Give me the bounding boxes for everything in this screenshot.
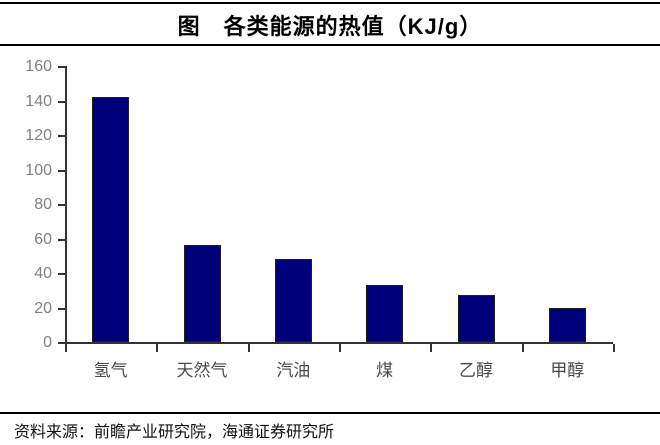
x-axis-tick — [613, 344, 615, 352]
y-axis-tick-label: 100 — [25, 161, 52, 179]
y-axis-tick — [58, 342, 65, 344]
bar-chart: 0 20 40 60 80 100 120 140 160 氢气 天然气 汽油 煤 乙醇 甲醇 — [0, 50, 660, 390]
y-axis-tick-label: 0 — [43, 334, 52, 351]
x-axis-tick — [156, 344, 159, 352]
y-axis-tick-label: 140 — [25, 92, 52, 110]
x-axis-tick — [247, 344, 250, 352]
bar-氢气 — [92, 97, 130, 342]
y-axis-tick — [58, 204, 65, 206]
x-axis-tick — [65, 344, 67, 352]
x-axis-category-label: 汽油 — [276, 361, 311, 380]
y-axis-tick-label: 20 — [34, 299, 52, 317]
title-divider — [0, 44, 660, 46]
y-axis-tick — [58, 307, 65, 310]
x-axis-category-label: 煤 — [376, 361, 394, 380]
x-axis-tick — [430, 344, 433, 352]
y-axis-tick — [58, 135, 65, 137]
y-axis-line — [65, 66, 67, 344]
y-axis-tick — [58, 169, 65, 172]
y-axis-tick-label: 120 — [25, 127, 52, 144]
y-axis-tick-label: 60 — [34, 230, 52, 248]
source-note: 资料来源：前瞻产业研究院，海通证券研究所 — [14, 424, 335, 441]
bar-煤 — [366, 285, 404, 342]
y-axis-tick — [58, 100, 65, 103]
footer-divider — [0, 412, 660, 414]
bar-甲醇 — [548, 307, 586, 342]
bar-天然气 — [183, 245, 221, 342]
x-axis-line — [65, 342, 613, 344]
y-axis-tick — [58, 66, 65, 68]
top-divider — [0, 2, 660, 4]
y-axis-tick-label: 160 — [25, 58, 52, 75]
x-axis-category-label: 乙醇 — [458, 361, 493, 380]
bar-乙醇 — [457, 295, 495, 342]
y-axis-tick — [58, 238, 65, 241]
bar-汽油 — [274, 259, 312, 342]
x-axis-category-label: 氢气 — [93, 361, 128, 380]
chart-title: 图 各类能源的热值（KJ/g） — [177, 14, 483, 39]
y-axis-tick — [58, 273, 65, 275]
y-axis-tick-label: 80 — [34, 196, 52, 213]
x-axis-category-label: 甲醇 — [550, 361, 585, 380]
x-axis-tick — [339, 344, 341, 352]
y-axis-tick-label: 40 — [34, 265, 52, 282]
x-axis-tick — [521, 344, 524, 352]
x-axis-category-label: 天然气 — [176, 361, 228, 380]
